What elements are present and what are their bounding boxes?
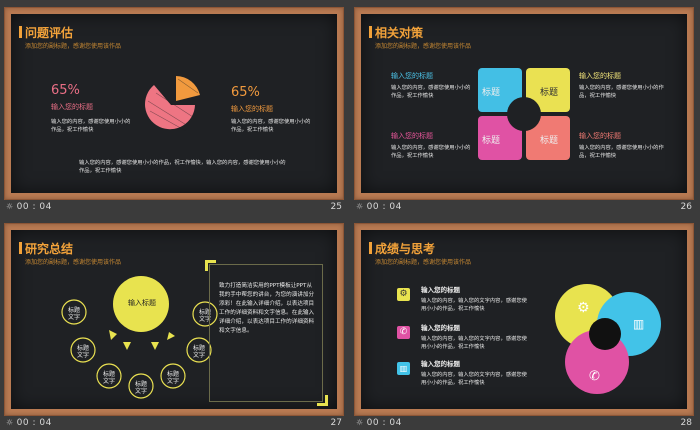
slide-thumbnail-26[interactable]: 相关对策 添加您的副标题，感谢您使用该作品 输入您的标题 输入您的内容，感谢您使… <box>354 7 694 200</box>
block-body: 输入您的内容，感谢您使用小小的作品，祝工作愉快 <box>391 84 471 100</box>
bottom-body: 输入您的内容，感谢您使用小小的作品，祝工作愉快，输入您的内容，感谢您使用小小的作… <box>79 159 289 175</box>
right-heading: 输入您的标题 <box>231 105 273 113</box>
corner-bracket <box>317 395 328 406</box>
puzzle-label: 标题 <box>540 138 558 145</box>
slide-time: 00 : 04 <box>367 418 402 428</box>
chart-icon: ▥ <box>397 362 410 375</box>
chalkboard: 成绩与思考 添加您的副标题，感谢您使用该作品 ⚙ 输入您的标题 输入您的内容，输… <box>361 230 687 409</box>
node-label: 标题文字 <box>133 381 149 395</box>
slide-thumbnail-25[interactable]: 问题评估 添加您的副标题，感谢您使用该作品 65% 输入您的标题 输入您的内容，… <box>4 7 344 200</box>
slide-meta-28: ☼ 00 : 04 28 <box>354 416 694 430</box>
item-body: 输入您的内容，输入您的文字内容，感谢您使用小小的作品，祝工作愉快 <box>421 335 531 351</box>
transition-icon: ☼ <box>356 418 364 427</box>
left-percent: 65% <box>51 84 80 98</box>
slide-number: 27 <box>331 418 342 428</box>
slide-number: 26 <box>681 202 692 212</box>
svg-text:⚙: ⚙ <box>577 300 590 316</box>
slide-time: 00 : 04 <box>17 418 52 428</box>
puzzle-label: 标题 <box>482 90 500 97</box>
node-label: 标题文字 <box>75 345 91 359</box>
block-body: 输入您的内容，感谢您使用小小的作品，祝工作愉快 <box>579 84 665 100</box>
phone-icon: ✆ <box>397 326 410 339</box>
svg-text:▥: ▥ <box>633 317 644 331</box>
node-label: 标题文字 <box>191 345 207 359</box>
item-heading: 输入您的标题 <box>421 324 460 332</box>
block-heading: 输入您的标题 <box>579 72 621 80</box>
right-percent: 65% <box>231 86 260 100</box>
slide-subtitle: 添加您的副标题，感谢您使用该作品 <box>25 257 121 266</box>
node-label: 标题文字 <box>165 371 181 385</box>
block-heading: 输入您的标题 <box>579 132 621 140</box>
transition-icon: ☼ <box>6 418 14 427</box>
slide-meta-25: ☼ 00 : 04 25 <box>4 200 344 214</box>
gear-icon: ⚙ <box>397 288 410 301</box>
block-heading: 输入您的标题 <box>391 132 433 140</box>
slide-time: 00 : 04 <box>17 202 52 212</box>
transition-icon: ☼ <box>356 202 364 211</box>
chalkboard: 相关对策 添加您的副标题，感谢您使用该作品 输入您的标题 输入您的内容，感谢您使… <box>361 14 687 193</box>
block-body: 输入您的内容，感谢您使用小小的作品，祝工作愉快 <box>391 144 471 160</box>
quote-text: 致力打造简洁实用的PPT模板让PPT从我的手中帮您的讲台，为您的演讲加分添彩！在… <box>219 282 315 336</box>
svg-text:✆: ✆ <box>589 369 600 384</box>
puzzle-label: 标题 <box>540 90 558 97</box>
center-label: 输入标题 <box>122 300 162 307</box>
slide-meta-27: ☼ 00 : 04 27 <box>4 416 344 430</box>
slide-time: 00 : 04 <box>367 202 402 212</box>
node-label: 标题文字 <box>101 371 117 385</box>
item-heading: 输入您的标题 <box>421 286 460 294</box>
slide-thumbnail-28[interactable]: 成绩与思考 添加您的副标题，感谢您使用该作品 ⚙ 输入您的标题 输入您的内容，输… <box>354 223 694 416</box>
slide-title: 成绩与思考 <box>375 240 435 257</box>
slide-meta-26: ☼ 00 : 04 26 <box>354 200 694 214</box>
left-body: 输入您的内容，感谢您使用小小的作品，祝工作愉快 <box>51 118 131 134</box>
transition-icon: ☼ <box>6 202 14 211</box>
corner-bracket <box>205 260 216 271</box>
slide-number: 28 <box>681 418 692 428</box>
item-heading: 输入您的标题 <box>421 360 460 368</box>
slide-title: 问题评估 <box>25 24 73 41</box>
slide-thumbnail-27[interactable]: 研究总结 添加您的副标题，感谢您使用该作品 输入标题 标题文字 标题文字 标题文… <box>4 223 344 416</box>
node-label: 标题文字 <box>66 307 82 321</box>
slide-title: 相关对策 <box>375 24 423 41</box>
venn-diagram: ⚙ ▥ ✆ <box>547 280 667 400</box>
slide-subtitle: 添加您的副标题，感谢您使用该作品 <box>375 41 471 50</box>
puzzle-diagram <box>476 66 572 162</box>
slide-title: 研究总结 <box>25 240 73 257</box>
slide-subtitle: 添加您的副标题，感谢您使用该作品 <box>25 41 121 50</box>
pie-chart <box>138 71 208 141</box>
block-heading: 输入您的标题 <box>391 72 433 80</box>
slide-subtitle: 添加您的副标题，感谢您使用该作品 <box>375 257 471 266</box>
chalkboard: 研究总结 添加您的副标题，感谢您使用该作品 输入标题 标题文字 标题文字 标题文… <box>11 230 337 409</box>
block-body: 输入您的内容，感谢您使用小小的作品，祝工作愉快 <box>579 144 665 160</box>
item-body: 输入您的内容，输入您的文字内容，感谢您使用小小的作品，祝工作愉快 <box>421 371 531 387</box>
slide-number: 25 <box>331 202 342 212</box>
right-body: 输入您的内容，感谢您使用小小的作品，祝工作愉快 <box>231 118 313 134</box>
puzzle-label: 标题 <box>482 138 500 145</box>
chalkboard: 问题评估 添加您的副标题，感谢您使用该作品 65% 输入您的标题 输入您的内容，… <box>11 14 337 193</box>
item-body: 输入您的内容，输入您的文字内容，感谢您使用小小的作品，祝工作愉快 <box>421 297 531 313</box>
left-heading: 输入您的标题 <box>51 103 93 111</box>
